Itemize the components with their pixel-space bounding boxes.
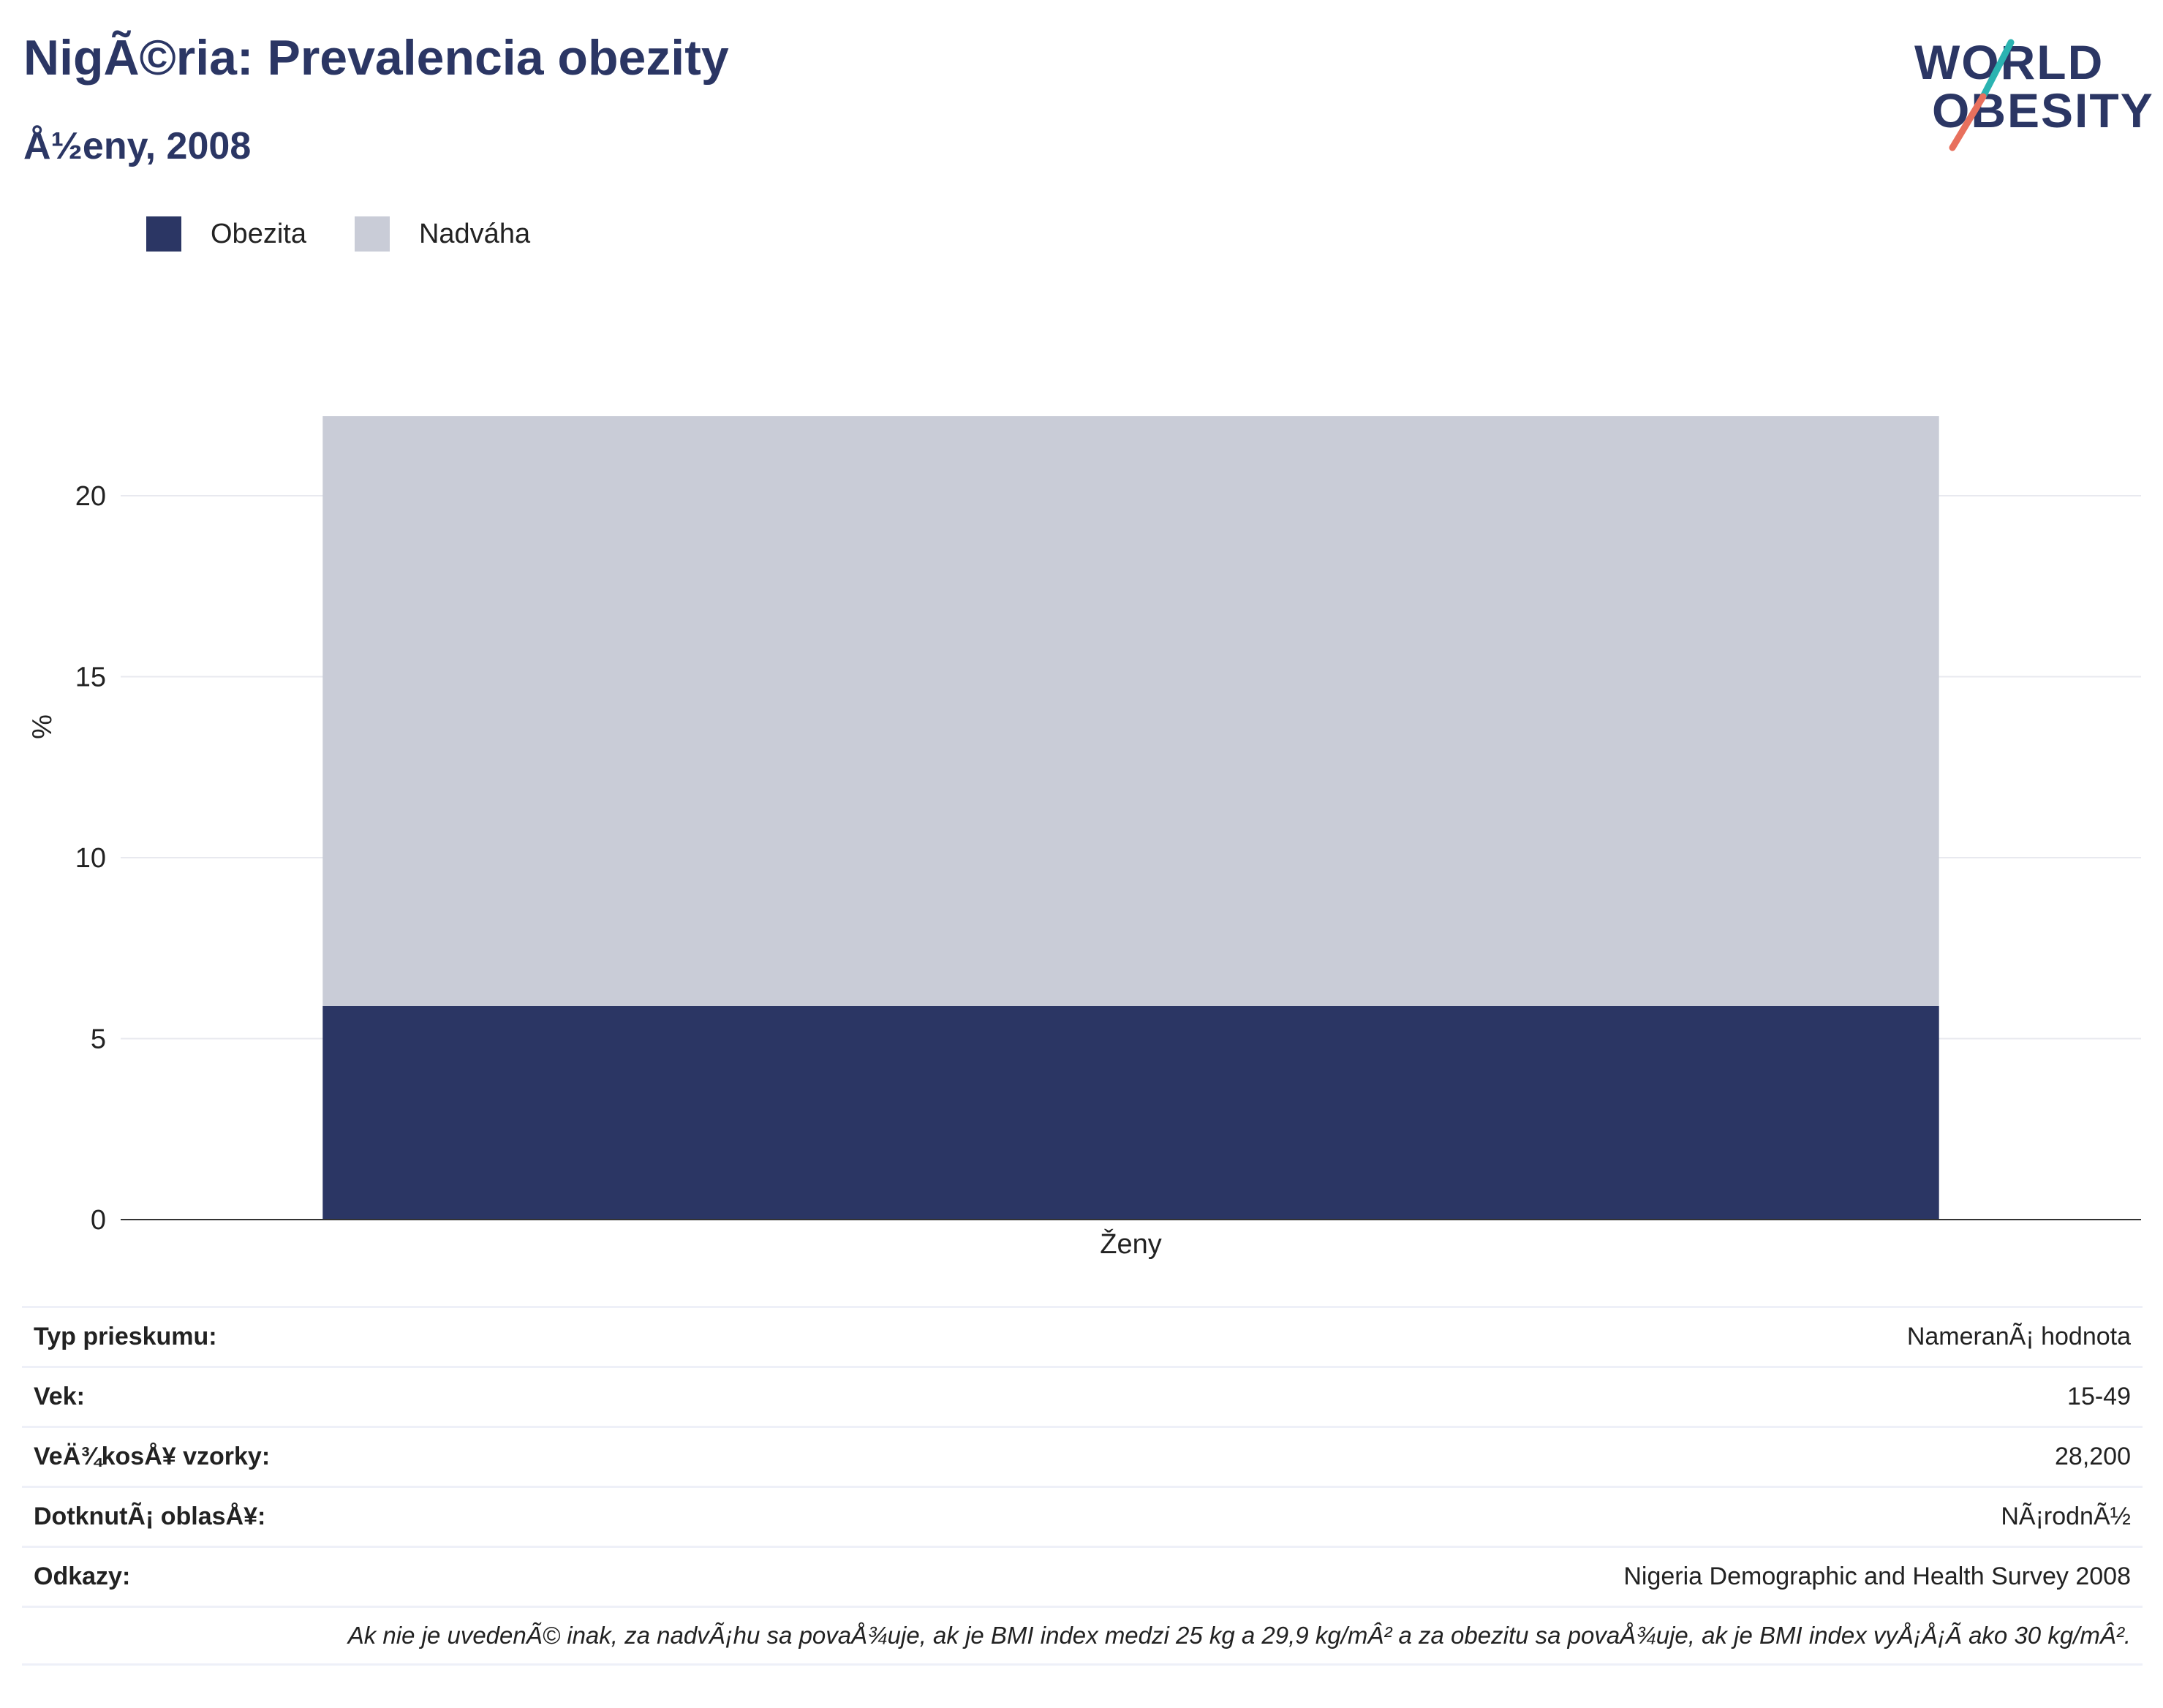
- info-value: NÃ¡rodnÃ½: [2001, 1503, 2131, 1530]
- legend-label-nadvaha: Nadváha: [418, 218, 531, 249]
- page-subtitle: Å½eny, 2008: [23, 125, 252, 167]
- info-key: Odkazy:: [34, 1562, 131, 1590]
- bar-segment-nadvaha: [322, 416, 1939, 1006]
- info-value: Nigeria Demographic and Health Survey 20…: [1623, 1562, 2131, 1590]
- info-key: VeÄ¾kosÅ¥ vzorky:: [34, 1443, 271, 1470]
- info-row-area: DotknutÃ¡ oblasÅ¥: NÃ¡rodnÃ½: [22, 1486, 2143, 1546]
- footnote: Ak nie je uvedenÃ© inak, za nadvÃ¡hu sa …: [22, 1606, 2143, 1666]
- footnote-text: Ak nie je uvedenÃ© inak, za nadvÃ¡hu sa …: [347, 1622, 2131, 1649]
- legend-item-obezita[interactable]: Obezita: [146, 216, 306, 252]
- info-row-references: Odkazy: Nigeria Demographic and Health S…: [22, 1546, 2143, 1606]
- chart-legend: Obezita Nadváha: [146, 216, 578, 252]
- world-obesity-logo: WORLD OBESITY: [1901, 22, 2153, 154]
- logo-slash-icon: [1949, 39, 2015, 151]
- y-tick-label: 5: [91, 1024, 106, 1055]
- bar-segment-obezita: [322, 1005, 1939, 1220]
- page-title: NigÃ©ria: Prevalencia obezity: [23, 30, 729, 86]
- info-key: DotknutÃ¡ oblasÅ¥:: [34, 1503, 266, 1530]
- y-axis-label: %: [27, 714, 58, 739]
- info-key: Typ prieskumu:: [34, 1323, 217, 1350]
- legend-label-obezita: Obezita: [211, 218, 306, 249]
- legend-swatch-nadvaha: [354, 216, 390, 252]
- info-value: NameranÃ¡ hodnota: [1906, 1323, 2131, 1350]
- survey-info-table: Typ prieskumu: NameranÃ¡ hodnota Vek: 15…: [22, 1306, 2143, 1666]
- legend-item-nadvaha[interactable]: Nadváha: [354, 216, 531, 252]
- y-tick-label: 20: [75, 481, 106, 512]
- y-tick-label: 15: [75, 662, 106, 693]
- info-value: 28,200: [2055, 1443, 2131, 1470]
- info-value: 15-49: [2067, 1383, 2131, 1410]
- y-tick-label: 10: [75, 843, 106, 874]
- y-tick-label: 0: [91, 1205, 106, 1236]
- info-row-survey-type: Typ prieskumu: NameranÃ¡ hodnota: [22, 1306, 2143, 1366]
- x-tick-label: Ženy: [1100, 1228, 1161, 1260]
- info-row-age: Vek: 15-49: [22, 1366, 2143, 1426]
- bar-chart: 0 5 10 15 20% Ženy: [27, 416, 2141, 1260]
- info-key: Vek:: [34, 1383, 85, 1410]
- info-row-sample-size: VeÄ¾kosÅ¥ vzorky: 28,200: [22, 1426, 2143, 1486]
- legend-swatch-obezita: [146, 216, 181, 252]
